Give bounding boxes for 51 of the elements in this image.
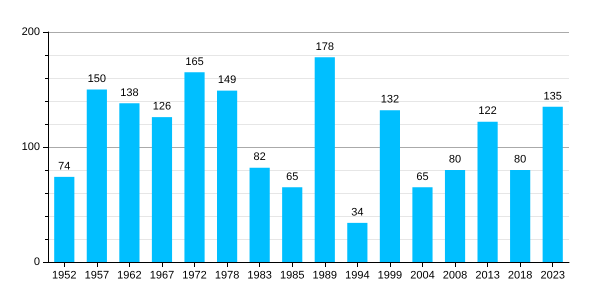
bar bbox=[542, 106, 563, 262]
data-label: 126 bbox=[152, 100, 172, 113]
data-label: 132 bbox=[380, 94, 400, 106]
x-tick-label: 1994 bbox=[345, 270, 370, 282]
bar bbox=[478, 122, 498, 262]
bar bbox=[86, 90, 107, 262]
bar bbox=[314, 57, 335, 262]
data-label: 150 bbox=[88, 73, 106, 85]
x-tick-label: 1999 bbox=[378, 270, 402, 282]
data-label: 82 bbox=[254, 151, 266, 164]
bar bbox=[184, 72, 205, 262]
x-tick-label: 1967 bbox=[150, 270, 174, 282]
x-tick-label: 1978 bbox=[214, 270, 240, 282]
bar bbox=[347, 222, 368, 262]
bar bbox=[444, 170, 466, 262]
bar bbox=[510, 170, 530, 262]
bar bbox=[380, 110, 400, 262]
data-label: 122 bbox=[478, 105, 497, 118]
x-tick-label: 1989 bbox=[312, 270, 338, 282]
x-tick-label: 1983 bbox=[247, 270, 272, 282]
x-tick-label: 1952 bbox=[52, 270, 77, 282]
data-label: 74 bbox=[58, 160, 70, 172]
bar bbox=[152, 117, 172, 262]
y-tick-label: 0 bbox=[34, 256, 40, 268]
x-tick-label: 1957 bbox=[84, 270, 110, 282]
x-tick-label: 2004 bbox=[410, 270, 435, 282]
bar bbox=[119, 103, 140, 262]
data-label: 80 bbox=[514, 154, 526, 166]
x-tick-label: 2013 bbox=[475, 270, 500, 282]
data-label: 135 bbox=[544, 90, 562, 102]
y-tick-label: 100 bbox=[22, 141, 40, 153]
x-tick-label: 1962 bbox=[117, 270, 142, 282]
bar bbox=[412, 187, 433, 262]
data-label: 149 bbox=[218, 74, 236, 86]
data-label: 34 bbox=[351, 206, 364, 218]
x-tick-label: 2023 bbox=[540, 270, 565, 282]
data-label: 80 bbox=[448, 154, 462, 166]
bar bbox=[217, 90, 238, 262]
bar bbox=[282, 187, 302, 262]
data-label: 138 bbox=[120, 86, 139, 99]
x-tick-label: 1972 bbox=[182, 270, 207, 282]
data-label: 165 bbox=[185, 56, 204, 68]
data-label: 65 bbox=[416, 170, 429, 183]
y-tick-label: 200 bbox=[22, 26, 40, 38]
bar bbox=[250, 168, 270, 262]
data-label: 65 bbox=[286, 170, 298, 183]
x-tick-label: 2018 bbox=[508, 270, 532, 282]
x-tick-label: 2008 bbox=[442, 270, 468, 282]
bar bbox=[54, 176, 74, 262]
x-tick-label: 1985 bbox=[280, 270, 304, 282]
data-label: 178 bbox=[316, 40, 334, 53]
